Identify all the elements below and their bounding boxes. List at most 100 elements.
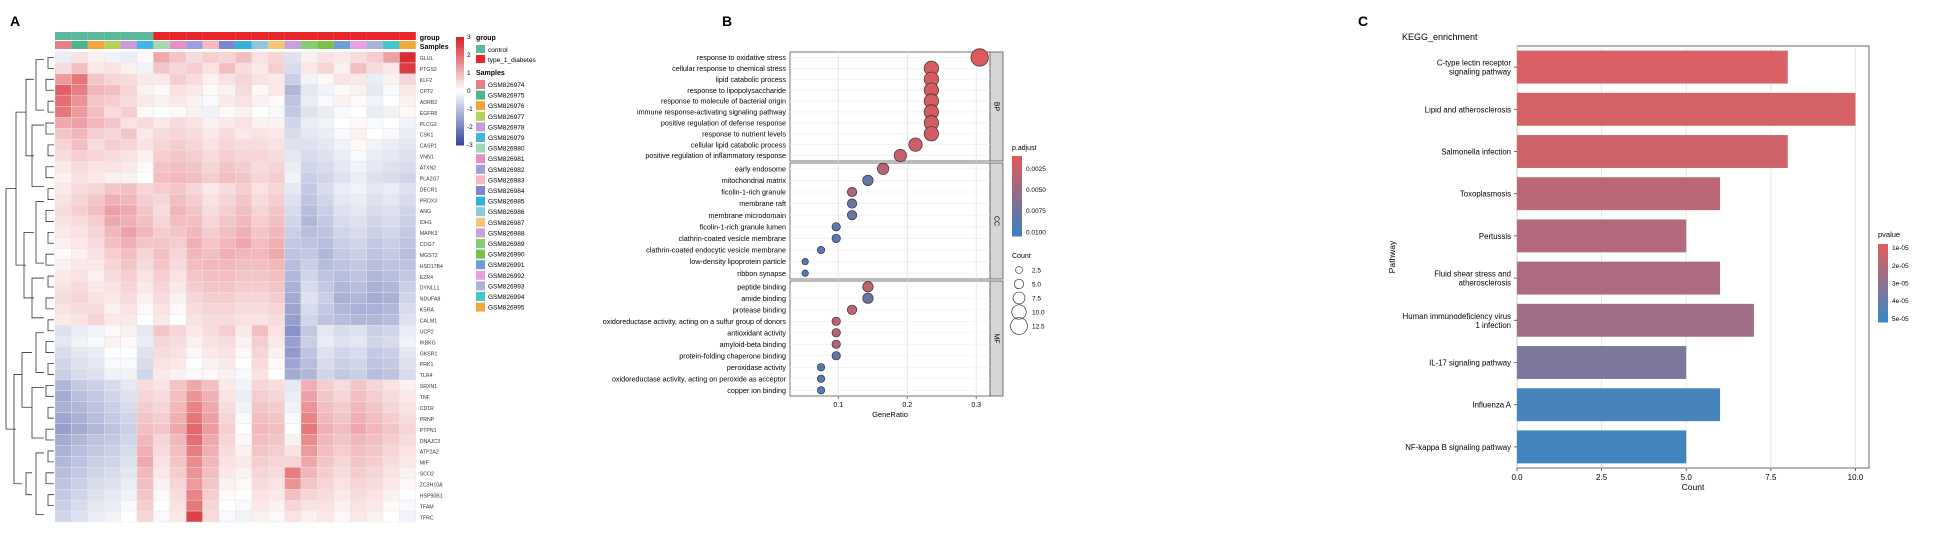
heatmap-cell (87, 150, 105, 162)
heatmap-cell (136, 95, 154, 107)
heatmap-cell (399, 139, 416, 151)
heatmap-cell (103, 139, 121, 151)
samples-legend-label: GSM826992 (488, 273, 525, 280)
pathway-label: Influenza A (1472, 401, 1511, 410)
heatmap-cell (317, 456, 334, 468)
heatmap-cell (366, 193, 384, 206)
heatmap-cell (202, 248, 220, 260)
heatmap-cell (71, 128, 89, 140)
color-scale-tick: 2 (467, 52, 471, 59)
heatmap-cell (382, 128, 400, 140)
go-term-label: peroxidase activity (727, 363, 787, 372)
heatmap-cell (71, 401, 89, 413)
heatmap-cell (71, 510, 89, 523)
heatmap-cell (120, 193, 138, 206)
heatmap-cell (268, 248, 285, 260)
heatmap-cell (235, 106, 252, 118)
heatmap-cell (399, 193, 416, 206)
heatmap-cell (169, 423, 187, 435)
heatmap-cell (54, 401, 72, 413)
heatmap-cell (382, 248, 400, 260)
color-legend-step (1012, 190, 1022, 194)
heatmap-cell (268, 368, 285, 381)
color-legend-title: pvalue (1878, 230, 1900, 239)
color-legend-step (1012, 214, 1022, 218)
heatmap-cell (333, 281, 351, 293)
heatmap-cell (103, 423, 121, 435)
color-scale-step (456, 72, 464, 76)
go-term-point (847, 210, 858, 221)
heatmap-cell (185, 259, 203, 271)
heatmap-cell (153, 510, 170, 523)
sample-annotation-cell (251, 41, 269, 49)
heatmap-cell (300, 314, 318, 326)
row-dendrogram (5, 57, 54, 515)
pathway-label: NF-kappa B signaling pathway (1405, 443, 1511, 452)
gene-label: EGFR8 (420, 111, 437, 117)
heatmap-cell (251, 62, 269, 75)
heatmap-cell (317, 412, 334, 424)
heatmap-cell (284, 390, 302, 402)
heatmap-cell (136, 182, 154, 195)
heatmap-cell (54, 270, 72, 282)
gene-label: ATP2A2 (420, 450, 439, 456)
group-annotation-cell (268, 32, 285, 40)
samples-legend-label: GSM826991 (488, 262, 525, 269)
heatmap-cell (399, 95, 416, 107)
heatmap-cell (251, 390, 269, 402)
heatmap-cell (317, 379, 334, 392)
go-term-point (816, 245, 826, 255)
gene-label: DNAJC3 (420, 439, 440, 445)
heatmap-cell (185, 84, 203, 96)
samples-legend-swatch (476, 154, 485, 164)
heatmap-cell (284, 434, 302, 446)
heatmap-cell (185, 489, 203, 501)
go-term-label: copper ion binding (727, 386, 786, 395)
group-annotation-cell (350, 32, 367, 40)
gene-label: PLA2G7 (420, 176, 440, 182)
heatmap-cell (235, 182, 252, 195)
heatmap-cell (54, 204, 72, 217)
heatmap-cell (284, 510, 302, 523)
heatmap-cell (268, 379, 285, 392)
group-annotation-cell (383, 32, 400, 40)
x-tick-label: 0.2 (902, 402, 912, 409)
heatmap-cell (185, 73, 203, 85)
heatmap-cell (350, 325, 367, 337)
heatmap-cell (185, 161, 203, 173)
heatmap-cell (103, 489, 121, 501)
heatmap-cell (71, 478, 89, 490)
heatmap-cell (120, 215, 138, 228)
y-axis-title: Pathway (1387, 240, 1397, 273)
heatmap-cell (399, 467, 416, 479)
heatmap-cell (350, 292, 367, 304)
heatmap-cell (350, 368, 367, 381)
heatmap-cell (284, 84, 302, 96)
heatmap-cell (317, 248, 334, 260)
heatmap-cell (251, 314, 269, 326)
color-legend-step (1878, 283, 1888, 287)
dendrogram-branch (45, 122, 54, 135)
heatmap-cell (218, 117, 236, 129)
heatmap-cell (333, 434, 351, 446)
heatmap-cell (300, 128, 318, 140)
sample-annotation-cell (186, 41, 203, 49)
heatmap-cell (120, 139, 138, 151)
color-scale-step (456, 53, 464, 57)
color-legend-step (1878, 290, 1888, 294)
heatmap-cell (235, 434, 252, 446)
gene-label: ANG (420, 209, 431, 215)
heatmap-cell (87, 379, 105, 392)
gene-label: KLF2 (420, 78, 433, 84)
heatmap-cell (300, 73, 318, 85)
heatmap-cell (399, 117, 416, 129)
go-dotplot-panel: BP response to oxidative stress cellular r… (603, 48, 1046, 419)
color-scale-step (456, 104, 464, 108)
heatmap-cell (87, 499, 105, 512)
heatmap-cell (251, 499, 269, 512)
heatmap-cell (71, 161, 89, 173)
heatmap-cell (202, 489, 220, 501)
heatmap-cell (235, 139, 252, 151)
heatmap-cell (366, 117, 384, 129)
heatmap-cell (235, 172, 252, 184)
